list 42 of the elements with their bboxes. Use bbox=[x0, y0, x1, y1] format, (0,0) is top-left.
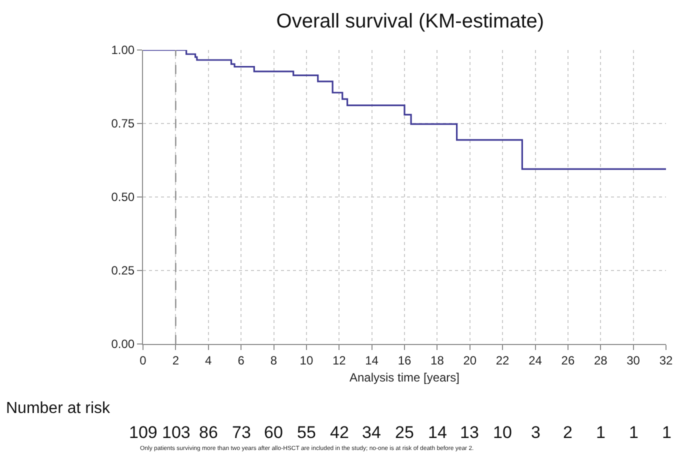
text: 34 bbox=[362, 423, 381, 442]
x-tick-label: 16 bbox=[398, 353, 412, 368]
y-tick-label: 0.00 bbox=[111, 337, 135, 352]
x-tick-label: 32 bbox=[659, 353, 673, 368]
x-tick-label: 0 bbox=[140, 353, 147, 368]
y-tick-label: 0.75 bbox=[111, 116, 135, 131]
x-tick-label: 24 bbox=[528, 353, 542, 368]
x-tick-label: 6 bbox=[238, 353, 245, 368]
text: 60 bbox=[264, 423, 283, 442]
y-tick-label: 1.00 bbox=[111, 43, 135, 58]
text: 86 bbox=[199, 423, 218, 442]
x-tick-label: 30 bbox=[626, 353, 640, 368]
x-tick-label: 20 bbox=[463, 353, 477, 368]
x-tick-label: 12 bbox=[332, 353, 346, 368]
text: 1 bbox=[629, 423, 638, 442]
text: 2 bbox=[563, 423, 572, 442]
x-axis-title: Analysis time [years] bbox=[349, 370, 460, 384]
x-tick-label: 22 bbox=[496, 353, 510, 368]
x-tick-label: 18 bbox=[430, 353, 444, 368]
y-tick-label: 0.50 bbox=[111, 190, 135, 204]
text: 103 bbox=[162, 423, 190, 442]
y-tick-label: 0.25 bbox=[111, 264, 135, 278]
x-tick-label: 4 bbox=[205, 353, 212, 368]
text: 13 bbox=[460, 423, 479, 442]
x-tick-label: 2 bbox=[172, 353, 180, 368]
text: 1 bbox=[596, 423, 606, 442]
text: 25 bbox=[395, 423, 414, 442]
text: Number at risk bbox=[6, 400, 112, 417]
text: 73 bbox=[232, 423, 251, 442]
text: 109 bbox=[129, 423, 158, 442]
text: 10 bbox=[493, 423, 512, 442]
text: 14 bbox=[428, 423, 447, 442]
chart-title: Overall survival (KM-estimate) bbox=[276, 10, 544, 33]
x-tick-label: 14 bbox=[365, 353, 379, 368]
text: 55 bbox=[297, 423, 316, 442]
text: 3 bbox=[531, 423, 540, 442]
text: 42 bbox=[330, 423, 349, 442]
x-tick-label: 28 bbox=[594, 353, 608, 368]
x-tick-label: 8 bbox=[270, 353, 278, 368]
text: 1 bbox=[662, 423, 672, 442]
x-tick-label: 10 bbox=[300, 353, 314, 368]
x-tick-label: 26 bbox=[561, 353, 575, 368]
